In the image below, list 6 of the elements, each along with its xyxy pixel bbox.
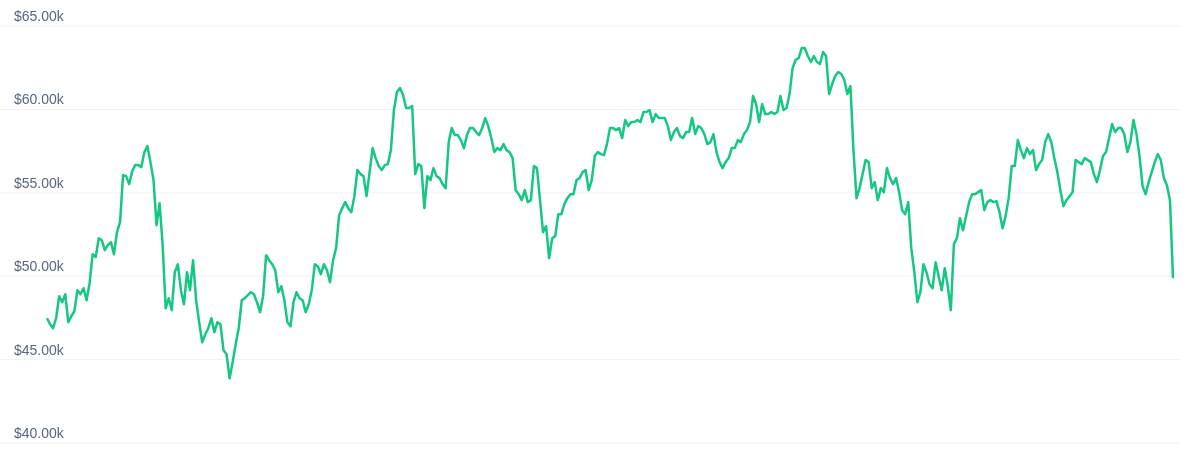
- y-tick-label: $50.00k: [14, 258, 65, 275]
- y-tick-label: $55.00k: [14, 174, 65, 191]
- y-tick-label: $45.00k: [14, 341, 65, 358]
- y-tick-label: $60.00k: [14, 91, 65, 108]
- y-tick-label: $40.00k: [14, 425, 65, 441]
- y-tick-label: $65.00k: [14, 8, 65, 24]
